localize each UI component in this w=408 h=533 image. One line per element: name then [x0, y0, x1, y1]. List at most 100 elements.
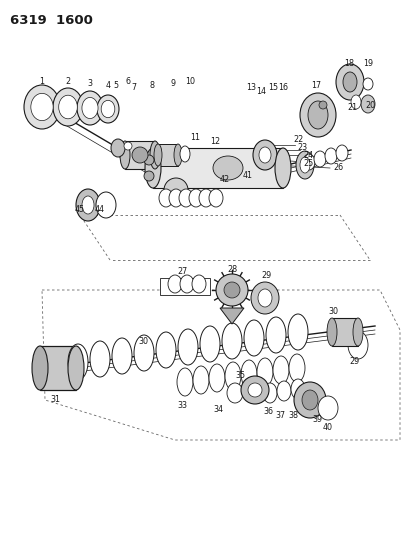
- Ellipse shape: [145, 148, 161, 188]
- Ellipse shape: [192, 275, 206, 293]
- Ellipse shape: [319, 101, 327, 109]
- Text: 10: 10: [185, 77, 195, 86]
- Text: 30: 30: [138, 337, 148, 346]
- Ellipse shape: [144, 155, 154, 165]
- Ellipse shape: [209, 364, 225, 392]
- Ellipse shape: [336, 145, 348, 161]
- Ellipse shape: [169, 189, 183, 207]
- Text: 14: 14: [256, 86, 266, 95]
- Text: 44: 44: [95, 206, 105, 214]
- Ellipse shape: [361, 95, 375, 113]
- Ellipse shape: [325, 148, 337, 164]
- Text: 39: 39: [312, 416, 322, 424]
- Ellipse shape: [303, 154, 315, 170]
- Text: 31: 31: [50, 395, 60, 405]
- Text: 35: 35: [235, 370, 245, 379]
- Ellipse shape: [225, 362, 241, 390]
- Text: 1: 1: [40, 77, 44, 86]
- Text: 21: 21: [347, 103, 357, 112]
- Ellipse shape: [363, 78, 373, 90]
- Text: 6319  1600: 6319 1600: [10, 14, 93, 27]
- Text: 45: 45: [75, 206, 85, 214]
- Ellipse shape: [134, 335, 154, 371]
- Ellipse shape: [253, 140, 277, 170]
- Ellipse shape: [189, 189, 203, 207]
- Ellipse shape: [177, 368, 193, 396]
- Text: 29: 29: [261, 271, 271, 280]
- Ellipse shape: [213, 156, 243, 180]
- Ellipse shape: [227, 383, 243, 403]
- Ellipse shape: [179, 189, 193, 207]
- Ellipse shape: [178, 329, 198, 365]
- Ellipse shape: [241, 376, 269, 404]
- Ellipse shape: [288, 314, 308, 350]
- Text: 26: 26: [333, 164, 343, 173]
- Ellipse shape: [289, 354, 305, 382]
- Ellipse shape: [343, 72, 357, 92]
- Ellipse shape: [76, 189, 100, 221]
- Ellipse shape: [68, 346, 84, 390]
- Text: 25: 25: [303, 158, 313, 167]
- Text: 34: 34: [213, 406, 223, 415]
- Ellipse shape: [144, 171, 154, 181]
- Polygon shape: [40, 346, 76, 390]
- Ellipse shape: [101, 100, 115, 118]
- Ellipse shape: [24, 85, 60, 129]
- Ellipse shape: [112, 338, 132, 374]
- Polygon shape: [153, 148, 283, 188]
- Ellipse shape: [244, 320, 264, 356]
- Ellipse shape: [294, 382, 326, 418]
- Text: 11: 11: [190, 133, 200, 142]
- Text: 16: 16: [278, 84, 288, 93]
- Text: 28: 28: [227, 265, 237, 274]
- Text: 15: 15: [268, 84, 278, 93]
- Text: 9: 9: [171, 79, 175, 88]
- Text: 13: 13: [246, 84, 256, 93]
- Text: 3: 3: [87, 78, 93, 87]
- Ellipse shape: [277, 381, 291, 401]
- Text: 8: 8: [149, 80, 155, 90]
- Text: 37: 37: [275, 410, 285, 419]
- Ellipse shape: [209, 189, 223, 207]
- Ellipse shape: [241, 360, 257, 388]
- Ellipse shape: [351, 95, 361, 109]
- Ellipse shape: [164, 178, 188, 202]
- Text: 22: 22: [294, 135, 304, 144]
- Ellipse shape: [193, 366, 209, 394]
- Ellipse shape: [156, 332, 176, 368]
- Ellipse shape: [336, 64, 364, 100]
- Ellipse shape: [59, 95, 77, 119]
- Ellipse shape: [258, 289, 272, 307]
- Polygon shape: [332, 318, 358, 346]
- Polygon shape: [125, 141, 155, 169]
- Polygon shape: [158, 144, 178, 166]
- Text: 27: 27: [178, 268, 188, 277]
- Ellipse shape: [216, 274, 248, 306]
- Text: 6: 6: [126, 77, 131, 86]
- Ellipse shape: [150, 141, 160, 169]
- Ellipse shape: [111, 139, 125, 157]
- Ellipse shape: [31, 93, 53, 120]
- Ellipse shape: [32, 346, 48, 390]
- Ellipse shape: [263, 383, 277, 403]
- Text: 41: 41: [243, 171, 253, 180]
- Ellipse shape: [302, 390, 318, 410]
- Text: 30: 30: [328, 308, 338, 317]
- Ellipse shape: [273, 356, 289, 384]
- Ellipse shape: [159, 189, 173, 207]
- Ellipse shape: [251, 282, 279, 314]
- Ellipse shape: [90, 341, 110, 377]
- Text: 42: 42: [220, 175, 230, 184]
- Text: 4: 4: [106, 82, 111, 91]
- Ellipse shape: [180, 275, 194, 293]
- Text: 18: 18: [344, 60, 354, 69]
- Ellipse shape: [154, 144, 162, 166]
- Text: 7: 7: [131, 83, 137, 92]
- Ellipse shape: [259, 147, 271, 163]
- Ellipse shape: [248, 383, 262, 397]
- Ellipse shape: [199, 189, 213, 207]
- Ellipse shape: [266, 317, 286, 353]
- Polygon shape: [160, 278, 210, 295]
- Ellipse shape: [53, 88, 83, 126]
- Text: 24: 24: [303, 151, 313, 160]
